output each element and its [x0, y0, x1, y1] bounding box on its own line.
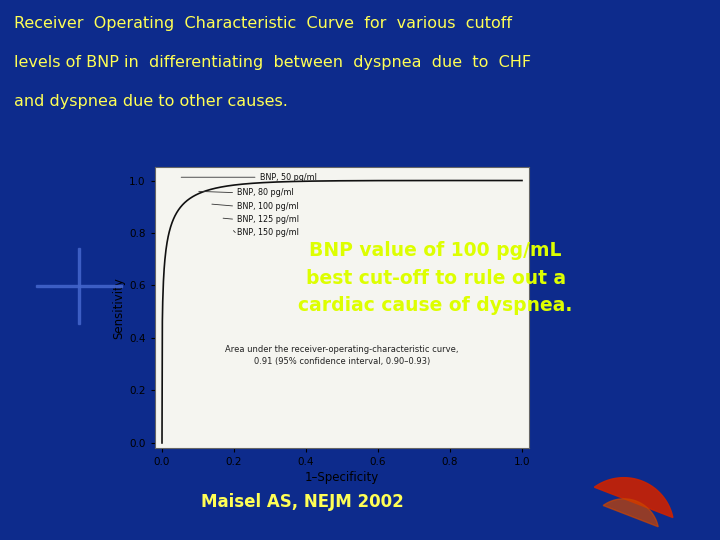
Text: Receiver  Operating  Characteristic  Curve  for  various  cutoff: Receiver Operating Characteristic Curve … [14, 16, 513, 31]
Text: BNP, 80 pg/ml: BNP, 80 pg/ml [237, 188, 294, 197]
Text: BNP, 125 pg/ml: BNP, 125 pg/ml [237, 215, 300, 224]
Y-axis label: Sensitivity: Sensitivity [112, 277, 125, 339]
Text: Area under the receiver-operating-characteristic curve,
0.91 (95% confidence int: Area under the receiver-operating-charac… [225, 345, 459, 366]
Text: BNP, 50 pg/ml: BNP, 50 pg/ml [260, 173, 317, 182]
Text: Maisel AS, NEJM 2002: Maisel AS, NEJM 2002 [201, 493, 404, 511]
Text: levels of BNP in  differentiating  between  dyspnea  due  to  CHF: levels of BNP in differentiating between… [14, 55, 531, 70]
Polygon shape [603, 499, 658, 526]
Text: and dyspnea due to other causes.: and dyspnea due to other causes. [14, 94, 288, 109]
Text: BNP value of 100 pg/mL
best cut-off to rule out a
cardiac cause of dyspnea.: BNP value of 100 pg/mL best cut-off to r… [298, 241, 573, 315]
X-axis label: 1–Specificity: 1–Specificity [305, 471, 379, 484]
Polygon shape [594, 478, 673, 517]
Text: BNP, 100 pg/ml: BNP, 100 pg/ml [237, 201, 299, 211]
Text: BNP, 150 pg/ml: BNP, 150 pg/ml [237, 228, 299, 237]
